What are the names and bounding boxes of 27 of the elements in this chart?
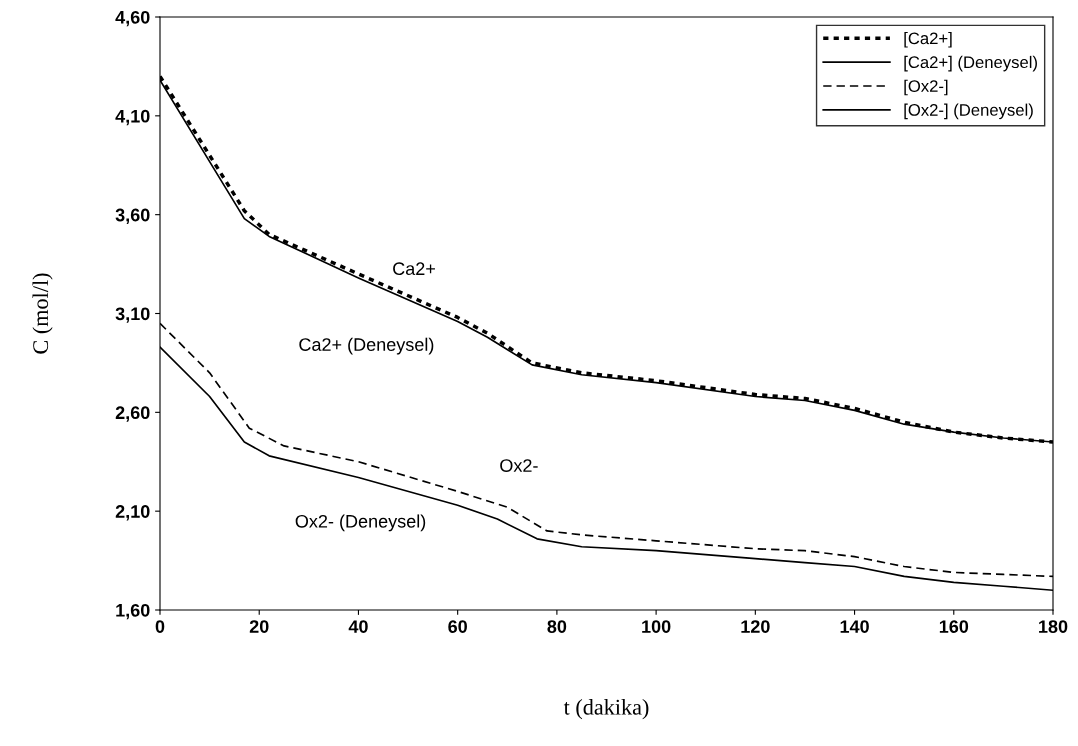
legend-label: [Ca2+] [904,32,952,48]
y-tick-label: 4,10 [115,109,150,126]
annotation: Ca2+ (Deneysel) [299,337,434,355]
x-tick-label: 140 [840,620,869,633]
annotation: Ca2+ [393,262,435,276]
x-tick-label: 160 [939,620,969,633]
y-tick-label: 4,60 [115,10,150,27]
y-tick-label: 2,10 [115,505,150,521]
legend-label: [Ox2-] (Deneysel) [904,103,1033,120]
x-axis-title: t (dakika) [563,699,649,720]
legend-label: [Ox2-] [904,79,948,96]
legend-label: [Ca2+] (Deneysel) [904,55,1037,72]
y-tick-label: 2,60 [115,406,150,422]
x-tick-label: 40 [348,620,368,633]
y-tick-label: 1,60 [116,603,150,620]
x-tick-label: 100 [642,620,671,633]
x-tick-label: 0 [155,620,165,633]
annotation: Ox2- [500,459,538,472]
x-tick-label: 20 [249,620,269,633]
x-tick-label: 120 [741,620,770,633]
annotation: Ox2- (Deneysel) [295,514,426,532]
x-tick-label: 80 [547,620,567,633]
y-tick-label: 3,60 [115,208,150,224]
y-tick-label: 3,10 [115,307,150,323]
y-axis-title: C (mol/l) [32,273,53,354]
x-tick-label: 180 [1039,620,1068,633]
x-tick-label: 60 [448,620,467,633]
